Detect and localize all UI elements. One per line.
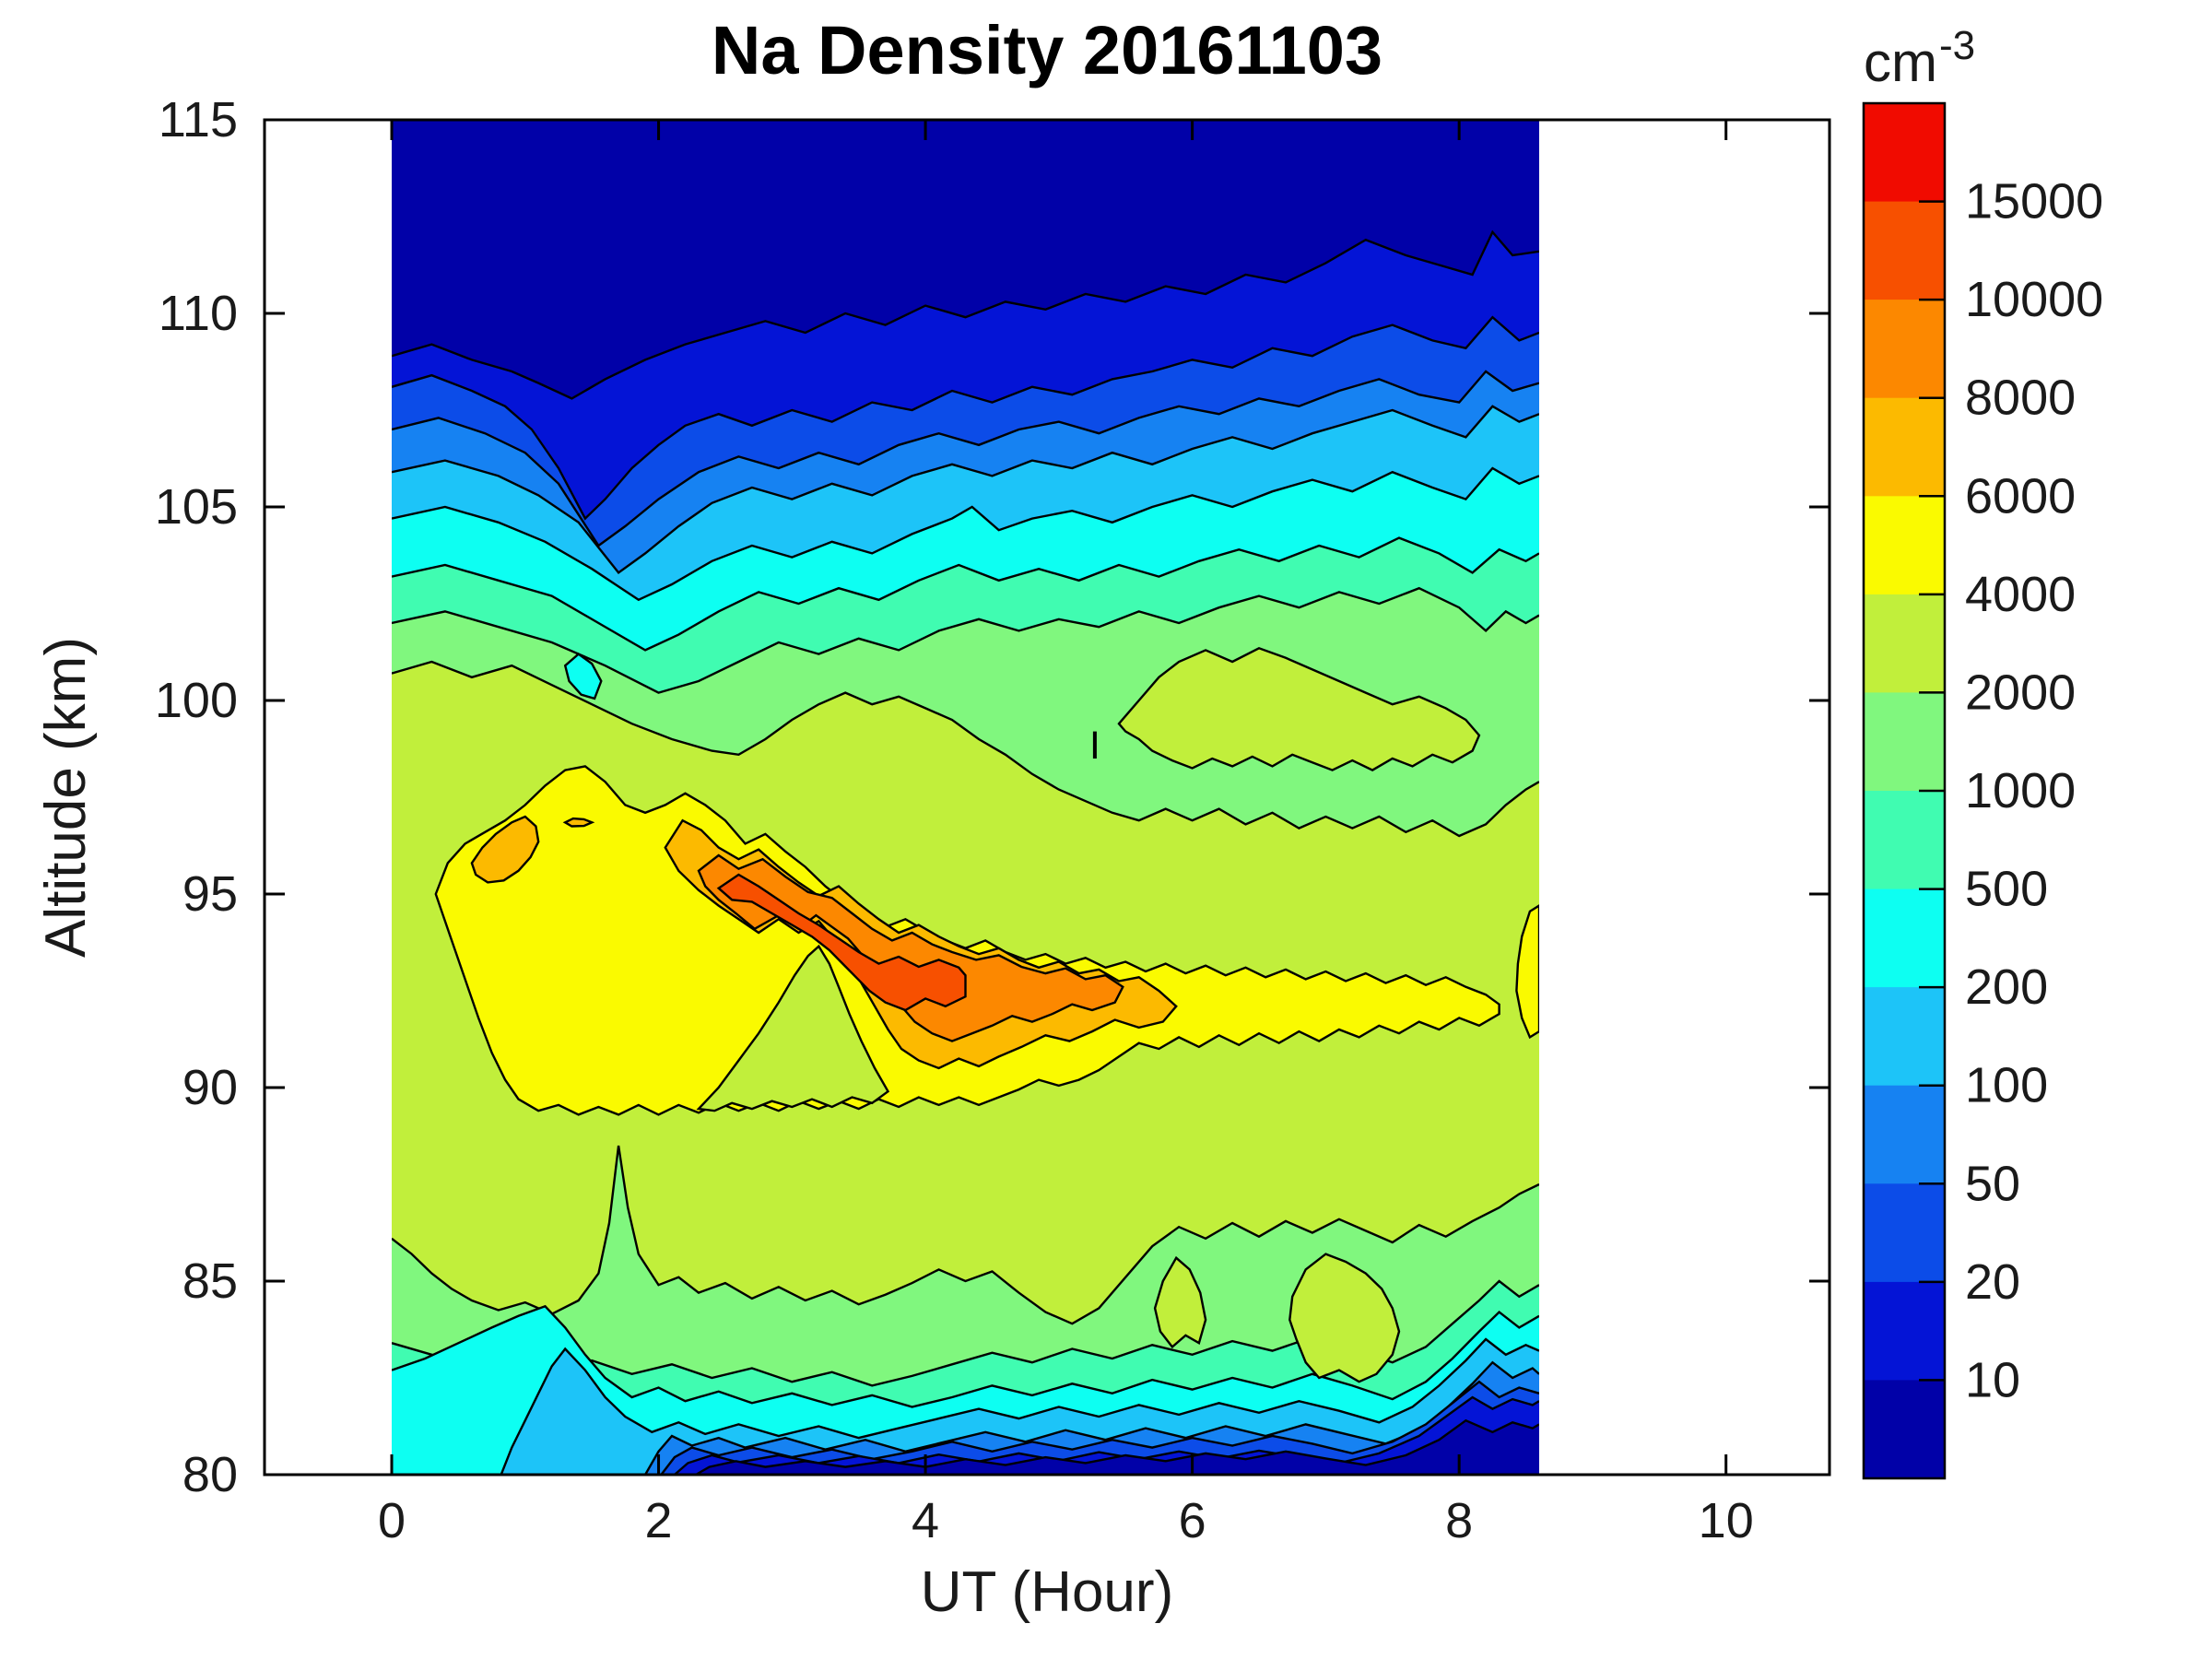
y-axis-label: Altitude (km)	[34, 637, 98, 958]
colorbar-tick-label: 15000	[1965, 174, 2103, 229]
axis-tick-labels: 0 2 4 6 8 10 80 85 90 95 100 105 110 115	[155, 92, 1754, 1548]
colorbar-tick-label: 1000	[1965, 763, 2076, 818]
contour-line-lower-100-200	[500, 1337, 1539, 1475]
x-tick-label: 8	[1445, 1493, 1473, 1548]
contour-band-sliver-yellow-right-edge	[1515, 904, 1539, 1040]
contour-line-band-2000-4000	[392, 660, 1539, 838]
colorbar-segment	[1864, 201, 1945, 300]
plot-frame	[263, 118, 1831, 1477]
contour-line-lower-20-50	[660, 1380, 1539, 1475]
colorbar-tick-label: 200	[1965, 959, 2048, 1015]
contour-line-lower-200-500	[392, 1304, 1539, 1408]
x-tick-label: 6	[1179, 1493, 1206, 1548]
colorbar-segment	[1864, 1380, 1945, 1479]
contour-band-lens-cyan-small	[563, 653, 603, 700]
contour-line-band-100-200	[392, 405, 1539, 575]
axis-ticks	[265, 118, 1830, 1477]
contour-band-wedge-green-notch	[696, 944, 890, 1112]
colorbar-tick-label: 20	[1965, 1254, 2020, 1310]
colorbar-unit-base: cm	[1864, 31, 1937, 93]
colorbar-tick-label: 100	[1965, 1058, 2048, 1113]
contour-band-island-ygreen-bottom-1	[1153, 1255, 1207, 1349]
contour-band-ring-gold-tiny	[562, 817, 595, 828]
colorbar-unit: cm-3	[1864, 23, 1975, 93]
contour-bands	[392, 120, 1539, 1475]
colorbar	[1864, 103, 1945, 1479]
colorbar-frame	[1862, 101, 1947, 1480]
y-tick-label: 110	[159, 286, 238, 341]
colorbar-tick-label: 10000	[1965, 272, 2103, 327]
contour-line-band-1000-2000	[392, 586, 1539, 694]
colorbar-tick-label: 500	[1965, 862, 2048, 917]
contour-band-lower-lt10	[696, 1420, 1539, 1475]
colorbar-segment	[1864, 594, 1945, 693]
colorbar-tick-label: 4000	[1965, 567, 2076, 622]
y-tick-label: 85	[182, 1253, 238, 1309]
y-tick-label: 100	[155, 673, 238, 728]
plot-title: Na Density 20161103	[712, 12, 1382, 88]
x-tick-label: 10	[1699, 1493, 1754, 1548]
contour-line-lower-500-1000	[392, 1279, 1539, 1387]
colorbar-tick-label: 2000	[1965, 665, 2076, 720]
y-tick-label: 90	[182, 1060, 238, 1115]
colorbar-segment	[1864, 1183, 1945, 1283]
contour-band-island-ygreen-bottom-2	[1288, 1253, 1401, 1383]
colorbar-segment	[1864, 103, 1945, 203]
y-tick-label: 95	[182, 866, 238, 922]
x-axis-label: UT (Hour)	[921, 1560, 1173, 1624]
x-tick-label: 2	[645, 1493, 673, 1548]
contour-band-core-10000-15000	[716, 873, 967, 1012]
contour-line-band-50-100	[392, 370, 1539, 547]
contour-line-band-500-1000	[392, 536, 1539, 652]
contour-band-island-ygreen-upper-right	[1117, 646, 1481, 771]
y-tick-label: 115	[159, 92, 238, 147]
contour-band-lower-20-50	[661, 1382, 1539, 1475]
x-tick-label: 4	[912, 1493, 939, 1548]
contour-band-blob-orange-8000-10000	[697, 853, 1124, 1042]
contour-line-lower-1000-2000	[392, 1145, 1539, 1325]
contour-line-band-20-50	[392, 315, 1539, 521]
contour-line-band-200-500	[392, 466, 1539, 602]
colorbar-tick-label: 50	[1965, 1156, 2020, 1211]
colorbar-segment	[1864, 300, 1945, 399]
colorbar-tick-label: 6000	[1965, 468, 2076, 524]
colorbar-labels: 15000 10000 8000 6000 4000 2000 1000 500 200 100 5…	[1965, 174, 2103, 1408]
contour-line-band-10-20	[392, 229, 1539, 400]
y-tick-label: 80	[182, 1447, 238, 1502]
contour-line-lower-lt10	[695, 1418, 1539, 1475]
colorbar-segment	[1864, 397, 1945, 497]
colorbar-tick-label: 8000	[1965, 371, 2076, 426]
colorbar-tick-label: 10	[1965, 1352, 2020, 1407]
colorbar-segment	[1864, 1085, 1945, 1184]
y-tick-label: 105	[155, 479, 238, 535]
colorbar-segment	[1864, 987, 1945, 1087]
colorbar-segment	[1864, 1281, 1945, 1381]
colorbar-segment	[1864, 791, 1945, 890]
colorbar-segment	[1864, 888, 1945, 988]
colorbar-unit-exponent: -3	[1939, 23, 1975, 68]
colorbar-segment	[1864, 496, 1945, 595]
x-tick-label: 0	[378, 1493, 406, 1548]
contour-band-blob-gold-left	[470, 815, 540, 884]
colorbar-segment	[1864, 692, 1945, 792]
